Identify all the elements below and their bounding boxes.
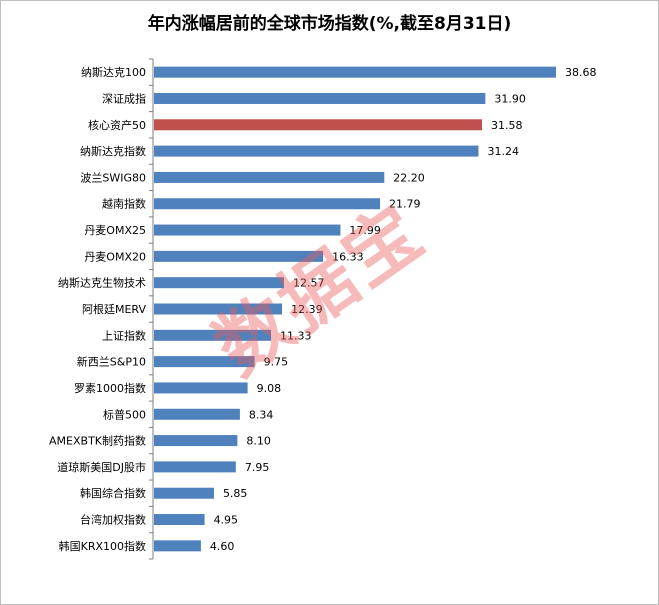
category-label: 纳斯达克生物技术 [58, 276, 146, 290]
chart-title: 年内涨幅居前的全球市场指数(%,截至8月31日) [147, 14, 512, 34]
bar-18 [154, 514, 205, 526]
bar-2 [154, 92, 486, 104]
value-label: 12.39 [291, 303, 323, 316]
category-label: 道琼斯美国DJ股市 [57, 460, 146, 474]
bar-1 [154, 66, 556, 78]
bar-11 [154, 329, 272, 341]
value-label: 7.95 [245, 461, 270, 474]
bar-10 [154, 303, 283, 315]
bar-4 [154, 145, 479, 157]
value-label: 17.99 [349, 224, 381, 237]
category-label: AMEXBTK制药指数 [49, 434, 146, 448]
category-label: 罗素1000指数 [74, 381, 146, 395]
category-label: 阿根廷MERV [82, 302, 146, 316]
bar-15 [154, 435, 238, 447]
category-label: 台湾加权指数 [80, 513, 146, 527]
bar-14 [154, 408, 240, 420]
value-label: 12.57 [293, 277, 325, 290]
value-label: 5.85 [223, 487, 248, 500]
bar-16 [154, 461, 236, 473]
value-label: 21.79 [389, 198, 421, 211]
bar-12 [154, 356, 255, 368]
bar-19 [154, 540, 201, 552]
category-label: 越南指数 [102, 197, 146, 211]
bar-8 [154, 250, 324, 262]
value-label: 4.95 [214, 514, 239, 527]
category-label: 波兰SWIG80 [80, 171, 146, 184]
value-label: 16.33 [332, 250, 364, 263]
category-label: 标普500 [103, 407, 146, 421]
value-label: 8.10 [246, 435, 271, 448]
category-label: 丹麦OMX25 [84, 224, 146, 237]
bar-17 [154, 487, 214, 499]
category-label: 纳斯达克指数 [80, 144, 146, 158]
bar-6 [154, 198, 381, 210]
value-label: 8.34 [249, 408, 274, 421]
bar-3 [154, 119, 483, 131]
category-label: 纳斯达克100 [81, 66, 146, 79]
bar-13 [154, 382, 248, 394]
value-label: 9.08 [257, 382, 282, 395]
value-label: 38.68 [565, 66, 597, 79]
bar-9 [154, 277, 284, 289]
category-label: 丹麦OMX20 [84, 250, 146, 263]
value-label: 4.60 [210, 540, 235, 553]
category-label: 韩国KRX100指数 [59, 539, 146, 553]
bar-7 [154, 224, 341, 236]
value-label: 31.58 [491, 119, 523, 132]
category-label: 新西兰S&P10 [77, 355, 146, 369]
category-label: 核心资产50 [88, 118, 146, 132]
value-label: 9.75 [264, 356, 289, 369]
category-label: 深证成指 [102, 91, 146, 105]
category-label: 韩国综合指数 [80, 486, 146, 500]
value-label: 22.20 [393, 171, 425, 184]
value-label: 11.33 [280, 329, 312, 342]
value-label: 31.90 [494, 92, 525, 105]
value-label: 31.24 [487, 145, 519, 158]
bar-5 [154, 171, 385, 183]
category-label: 上证指数 [102, 328, 146, 342]
